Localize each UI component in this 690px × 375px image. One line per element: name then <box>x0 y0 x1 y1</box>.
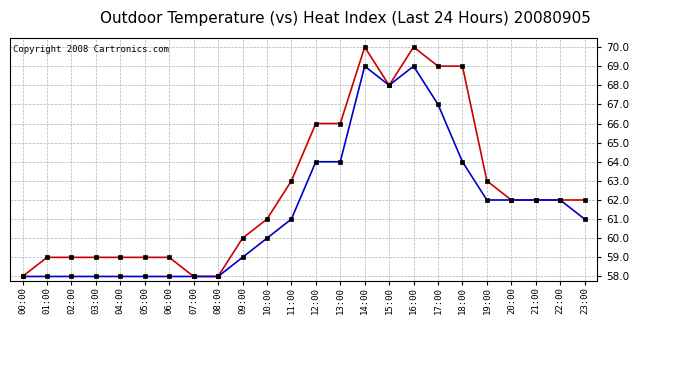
Text: Outdoor Temperature (vs) Heat Index (Last 24 Hours) 20080905: Outdoor Temperature (vs) Heat Index (Las… <box>99 11 591 26</box>
Text: Copyright 2008 Cartronics.com: Copyright 2008 Cartronics.com <box>13 45 169 54</box>
